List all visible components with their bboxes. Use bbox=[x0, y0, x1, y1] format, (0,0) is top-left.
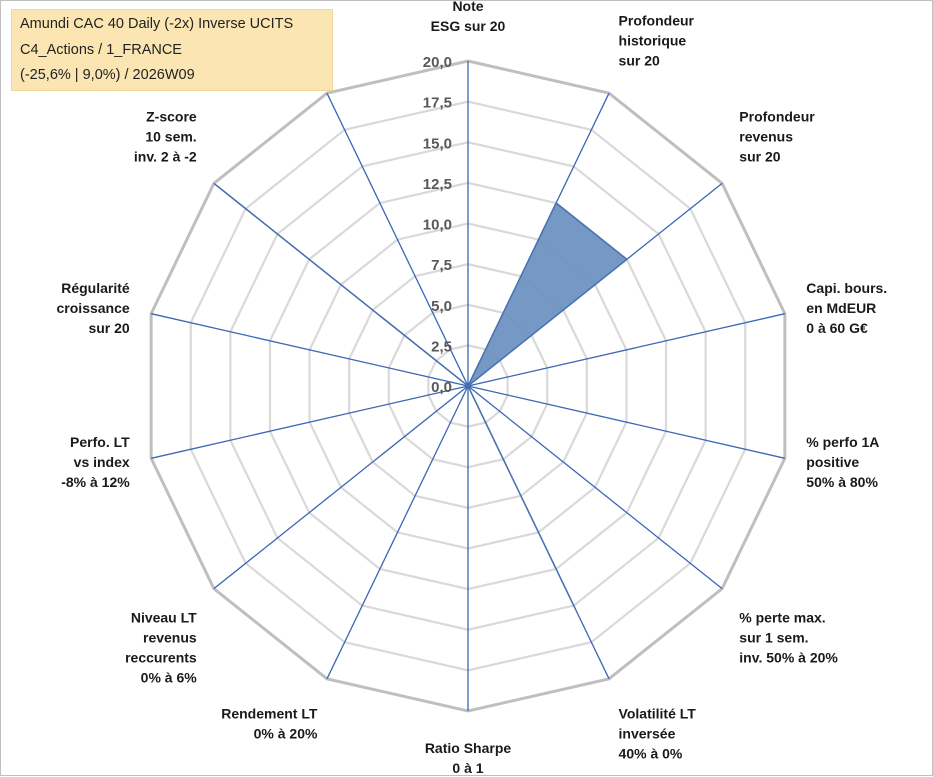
tick-label: 0,0 bbox=[431, 379, 452, 396]
axis-spoke bbox=[467, 385, 723, 590]
axis-label: Volatilité LT inversée 40% à 0% bbox=[619, 706, 697, 762]
title-line-3: (-25,6% | 9,0%) / 2026W09 bbox=[20, 67, 195, 83]
axis-label: Rendement LT 0% à 20% bbox=[221, 706, 318, 742]
title-line-1: Amundi CAC 40 Daily (-2x) Inverse UCITS bbox=[20, 16, 294, 32]
axis-label: % perfo 1A positive 50% à 80% bbox=[806, 434, 879, 490]
axis-label: Ratio Sharpe 0 à 1 bbox=[425, 740, 512, 776]
tick-label: 2,5 bbox=[431, 338, 452, 355]
tick-label: 10,0 bbox=[423, 217, 452, 234]
title-line-2: C4_Actions / 1_FRANCE bbox=[20, 42, 182, 58]
axis-spoke bbox=[326, 385, 469, 680]
axis-spoke bbox=[467, 385, 785, 459]
tick-label: 17,5 bbox=[423, 95, 452, 112]
axis-label: Profondeur revenus sur 20 bbox=[739, 109, 815, 165]
axis-label: Note ESG sur 20 bbox=[431, 1, 506, 34]
axis-label: Z-score 10 sem. inv. 2 à -2 bbox=[134, 109, 197, 165]
axis-label: Niveau LT revenus reccurents 0% à 6% bbox=[125, 609, 197, 685]
axis-label: Régularité croissance sur 20 bbox=[57, 280, 130, 336]
radar-series bbox=[215, 184, 628, 610]
tick-label: 15,0 bbox=[423, 135, 452, 152]
axis-spoke bbox=[213, 385, 469, 590]
axis-spoke bbox=[326, 92, 469, 387]
radar-ticks: 0,0 2,5 5,0 7,5 10,0 12,5 15,0 17,5 20,0 bbox=[423, 54, 452, 396]
series-area bbox=[215, 184, 628, 610]
tick-label: 5,0 bbox=[431, 298, 452, 315]
axis-spoke bbox=[151, 385, 469, 459]
axis-label: Profondeur historique sur 20 bbox=[619, 12, 695, 68]
axis-label: % perte max. sur 1 sem. inv. 50% à 20% bbox=[739, 609, 838, 665]
axis-label: Capi. bours. en MdEUR 0 à 60 G€ bbox=[806, 280, 887, 336]
tick-label: 7,5 bbox=[431, 257, 452, 274]
axis-label: Perfo. LT vs index -8% à 12% bbox=[61, 434, 130, 490]
tick-label: 12,5 bbox=[423, 176, 452, 193]
tick-label: 20,0 bbox=[423, 54, 452, 71]
axis-spoke bbox=[151, 313, 469, 387]
axis-spoke bbox=[467, 313, 785, 387]
title-box: Amundi CAC 40 Daily (-2x) Inverse UCITS … bbox=[11, 9, 333, 91]
